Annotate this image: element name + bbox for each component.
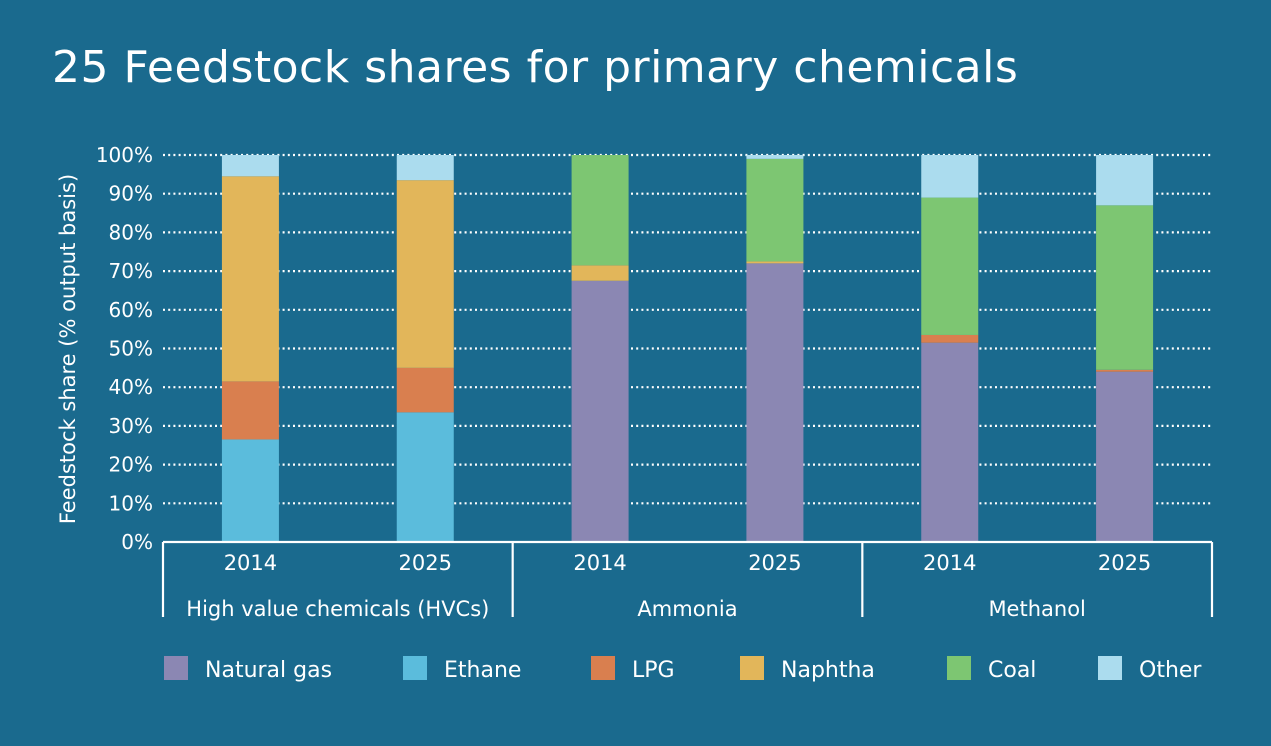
bar-segment-other	[1096, 155, 1154, 206]
group-label: Methanol	[988, 597, 1085, 621]
legend-swatch	[947, 656, 971, 680]
legend-swatch	[164, 656, 188, 680]
y-tick-label: 30%	[109, 414, 153, 438]
y-tick-label: 80%	[109, 220, 153, 244]
y-tick-label: 100%	[96, 143, 153, 167]
bar-segment-coal	[1096, 205, 1154, 370]
bar-segment-other	[921, 155, 979, 198]
bar-segment-ethane	[221, 439, 279, 542]
bar-segment-natural-gas	[571, 280, 629, 542]
x-tick-label: 2025	[748, 551, 801, 575]
legend-label: Coal	[988, 658, 1036, 683]
bar-segment-naphtha	[221, 176, 279, 382]
x-axis: 2014 2025 2014 2025 2014 2025 High value chemi…	[161, 540, 1214, 621]
chart-title: 25 Feedstock shares for primary chemical…	[52, 42, 1019, 93]
bar-segment-other	[746, 155, 804, 159]
legend: Natural gas Ethane LPG Naphtha Coal Other	[164, 656, 1202, 683]
bar-segment-coal	[571, 155, 629, 266]
y-axis-ticks: 0% 10% 20% 30% 40% 50% 60% 70% 80% 90% 100%	[96, 143, 153, 554]
bar-segment-lpg	[1096, 369, 1154, 372]
group-label: Ammonia	[637, 597, 737, 621]
gridlines	[163, 153, 1212, 505]
y-tick-label: 50%	[109, 337, 153, 361]
bar-segment-natural-gas	[746, 263, 804, 542]
y-axis-title: Feedstock share (% output basis)	[56, 174, 80, 524]
bar-segment-lpg	[396, 367, 454, 413]
bar-segment-naphtha	[746, 261, 804, 264]
y-tick-label: 90%	[109, 182, 153, 206]
legend-swatch	[591, 656, 615, 680]
x-tick-label: 2014	[923, 551, 976, 575]
y-tick-label: 70%	[109, 259, 153, 283]
y-tick-label: 10%	[109, 491, 153, 515]
x-tick-label: 2014	[573, 551, 626, 575]
legend-swatch	[403, 656, 427, 680]
bar-segment-lpg	[221, 381, 279, 440]
legend-label: Ethane	[444, 658, 521, 683]
bar-segment-natural-gas	[921, 342, 979, 542]
legend-label: Natural gas	[205, 658, 332, 683]
y-tick-label: 20%	[109, 453, 153, 477]
group-label: High value chemicals (HVCs)	[186, 597, 489, 621]
bar-segment-lpg	[921, 334, 979, 343]
bars	[221, 155, 1154, 542]
y-tick-label: 40%	[109, 375, 153, 399]
legend-label: Other	[1139, 658, 1202, 683]
x-tick-label: 2014	[224, 551, 277, 575]
y-tick-label: 0%	[121, 530, 153, 554]
bar-segment-ethane	[396, 412, 454, 542]
legend-label: LPG	[632, 658, 675, 683]
bar-segment-coal	[921, 197, 979, 335]
bar-segment-other	[221, 155, 279, 177]
legend-swatch	[740, 656, 764, 680]
y-tick-label: 60%	[109, 298, 153, 322]
bar-segment-coal	[746, 158, 804, 262]
x-tick-label: 2025	[1098, 551, 1151, 575]
x-tick-label: 2025	[399, 551, 452, 575]
bar-segment-naphtha	[571, 265, 629, 281]
bar-segment-naphtha	[396, 180, 454, 368]
bar-segment-natural-gas	[1096, 371, 1154, 542]
legend-swatch	[1098, 656, 1122, 680]
legend-label: Naphtha	[781, 658, 875, 683]
bar-segment-other	[396, 155, 454, 181]
